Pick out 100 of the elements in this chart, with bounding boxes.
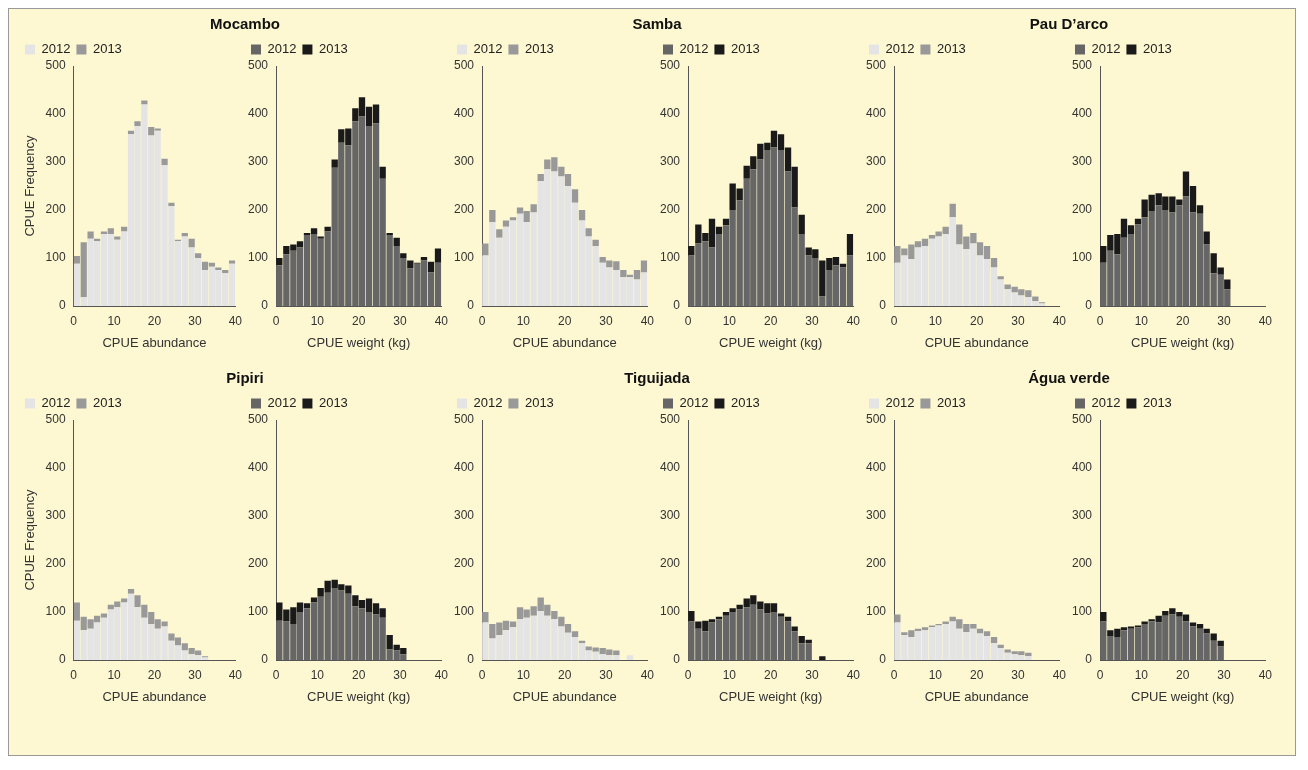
- x-tick-label: 10: [722, 667, 737, 682]
- y-tick-label: 200: [453, 202, 475, 217]
- x-axis-title: CPUE weight (kg): [719, 688, 823, 704]
- y-tick-label: 400: [453, 460, 475, 475]
- y-tick-label: 0: [879, 652, 887, 667]
- y-tick-label: 500: [659, 58, 681, 73]
- x-axis-title: CPUE abundance: [102, 688, 207, 704]
- legend-label: 2012: [679, 41, 709, 57]
- x-tick-label: 30: [188, 667, 202, 682]
- x-axis-title: CPUE weight (kg): [719, 334, 823, 350]
- legend-label: 2012: [1091, 395, 1121, 411]
- legend-label: 2013: [318, 395, 348, 411]
- y-tick-label: 100: [453, 604, 475, 619]
- x-tick-label: 30: [1011, 667, 1025, 682]
- x-tick-label: 30: [393, 667, 407, 682]
- x-tick-label: 20: [1175, 667, 1190, 682]
- x-tick-label: 30: [805, 667, 819, 682]
- y-tick-label: 200: [1071, 202, 1093, 217]
- y-tick-label: 200: [865, 202, 887, 217]
- y-tick-label: 500: [247, 412, 269, 427]
- y-tick-label: 100: [45, 604, 66, 619]
- y-tick-label: 300: [1071, 154, 1093, 169]
- x-tick-label: 20: [557, 313, 572, 328]
- y-tick-label: 200: [453, 556, 475, 571]
- y-tick-label: 300: [247, 508, 269, 523]
- y-tick-label: 400: [659, 460, 681, 475]
- legend-label: 2012: [679, 395, 709, 411]
- y-tick-label: 200: [247, 202, 269, 217]
- chart-title: Água verde: [1027, 369, 1111, 386]
- x-tick-label: 30: [805, 313, 819, 328]
- x-tick-label: 30: [1011, 313, 1025, 328]
- y-tick-label: 100: [453, 250, 475, 265]
- x-tick-label: 40: [434, 313, 449, 328]
- x-tick-label: 20: [351, 667, 366, 682]
- legend-label: 2013: [92, 41, 122, 57]
- x-tick-label: 20: [1175, 313, 1190, 328]
- y-tick-label: 100: [659, 604, 681, 619]
- x-tick-label: 40: [640, 667, 655, 682]
- y-tick-label: 500: [453, 58, 475, 73]
- y-tick-label: 0: [58, 298, 66, 313]
- y-tick-label: 500: [45, 412, 66, 427]
- y-tick-label: 100: [247, 250, 269, 265]
- x-tick-label: 0: [478, 313, 486, 328]
- x-tick-label: 0: [478, 667, 486, 682]
- legend-label: 2013: [524, 395, 554, 411]
- x-axis-title: CPUE weight (kg): [307, 688, 411, 704]
- y-tick-label: 400: [247, 106, 269, 121]
- legend-label: 2013: [1142, 395, 1172, 411]
- y-tick-label: 500: [247, 58, 269, 73]
- x-tick-label: 40: [1258, 667, 1273, 682]
- x-tick-label: 40: [1052, 313, 1067, 328]
- x-tick-label: 0: [890, 313, 898, 328]
- y-tick-label: 300: [659, 154, 681, 169]
- x-tick-label: 40: [228, 313, 243, 328]
- y-tick-label: 300: [45, 154, 66, 169]
- x-tick-label: 0: [272, 313, 280, 328]
- x-axis-title: CPUE abundance: [924, 688, 1029, 704]
- y-tick-label: 100: [865, 250, 887, 265]
- legend-label: 2013: [730, 41, 760, 57]
- x-axis-title: CPUE abundance: [924, 334, 1029, 350]
- x-axis-title: CPUE abundance: [102, 334, 207, 350]
- x-tick-label: 30: [1217, 667, 1231, 682]
- chart-title: Pau D’arco: [1028, 15, 1110, 32]
- x-tick-label: 20: [969, 313, 984, 328]
- chart-title: Tiguijada: [623, 369, 691, 386]
- y-tick-label: 400: [45, 460, 66, 475]
- x-tick-label: 40: [846, 667, 861, 682]
- y-tick-label: 0: [261, 298, 269, 313]
- y-tick-label: 300: [659, 508, 681, 523]
- y-tick-label: 400: [865, 460, 887, 475]
- x-tick-label: 30: [599, 667, 613, 682]
- y-axis-title: CPUE Frequency: [22, 488, 38, 591]
- y-axis-title: CPUE Frequency: [22, 134, 38, 237]
- x-tick-label: 0: [70, 667, 78, 682]
- x-tick-label: 10: [516, 313, 531, 328]
- x-tick-label: 20: [763, 313, 778, 328]
- x-tick-label: 10: [107, 667, 122, 682]
- legend-label: 2012: [473, 395, 503, 411]
- y-tick-label: 300: [865, 508, 887, 523]
- legend-label: 2013: [524, 41, 554, 57]
- x-tick-label: 40: [1052, 667, 1067, 682]
- x-tick-label: 20: [147, 667, 162, 682]
- x-tick-label: 10: [928, 667, 943, 682]
- y-tick-label: 500: [865, 412, 887, 427]
- y-tick-label: 0: [1085, 298, 1093, 313]
- x-tick-label: 0: [272, 667, 280, 682]
- y-tick-label: 0: [467, 298, 475, 313]
- y-tick-label: 500: [865, 58, 887, 73]
- x-tick-label: 40: [640, 313, 655, 328]
- y-tick-label: 400: [1071, 106, 1093, 121]
- x-tick-label: 30: [188, 313, 202, 328]
- x-tick-label: 30: [393, 313, 407, 328]
- x-tick-label: 10: [310, 313, 325, 328]
- legend-label: 2012: [1091, 41, 1121, 57]
- x-tick-label: 40: [228, 667, 243, 682]
- y-tick-label: 500: [1071, 412, 1093, 427]
- x-tick-label: 10: [310, 667, 325, 682]
- legend-label: 2012: [267, 41, 297, 57]
- x-tick-label: 20: [557, 667, 572, 682]
- legend-label: 2012: [473, 41, 503, 57]
